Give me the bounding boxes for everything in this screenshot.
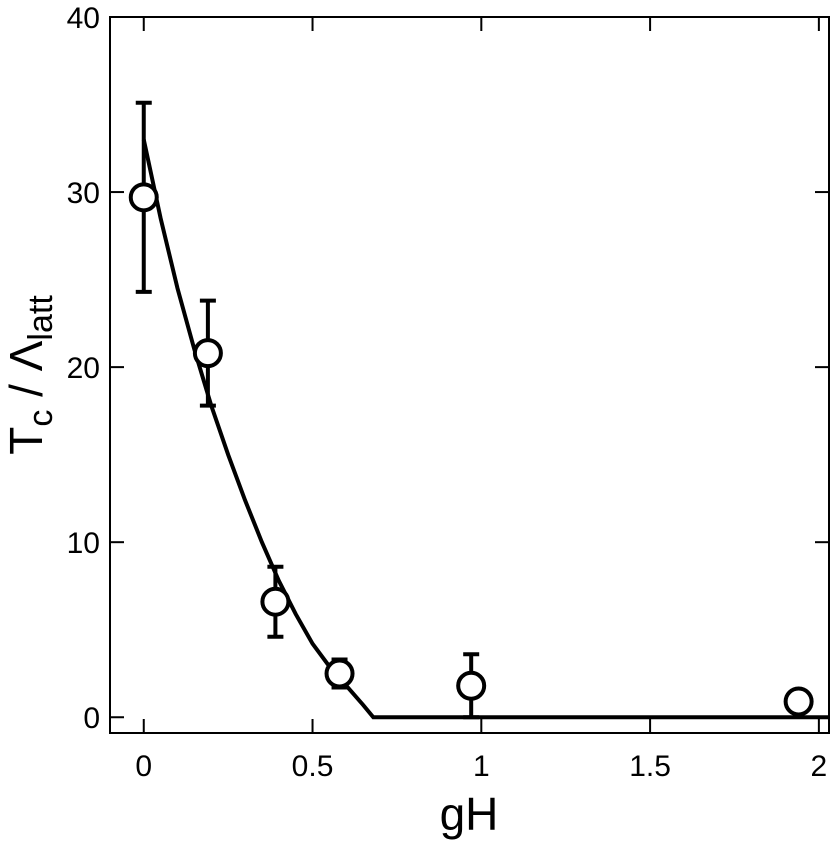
x-tick-label: 0.5 bbox=[292, 750, 334, 783]
data-point bbox=[192, 338, 223, 369]
y-tick-label: 20 bbox=[67, 352, 100, 385]
data-point bbox=[456, 670, 487, 701]
y-tick-label: 30 bbox=[67, 177, 100, 210]
x-tick-label: 2 bbox=[811, 750, 828, 783]
y-label-sub: c bbox=[22, 410, 60, 427]
plot-frame bbox=[109, 16, 830, 734]
x-tick-label: 0 bbox=[135, 750, 152, 783]
x-tick-label: 1.5 bbox=[629, 750, 671, 783]
y-label-middle: / Λ bbox=[0, 340, 52, 409]
fit-line bbox=[141, 139, 829, 720]
y-label-sub2: latt bbox=[22, 295, 60, 341]
data-point bbox=[783, 686, 814, 717]
x-axis-label: gH bbox=[440, 788, 499, 840]
x-tick-label: 1 bbox=[473, 750, 490, 783]
data-point bbox=[128, 182, 159, 213]
y-label-main: T bbox=[0, 427, 52, 455]
y-tick-label: 10 bbox=[67, 527, 100, 560]
y-tick-label: 0 bbox=[83, 702, 100, 735]
y-axis-label: Tc / Λlatt bbox=[0, 295, 60, 455]
data-point bbox=[260, 586, 291, 617]
data-point bbox=[324, 658, 355, 689]
y-tick-label: 40 bbox=[67, 2, 100, 35]
